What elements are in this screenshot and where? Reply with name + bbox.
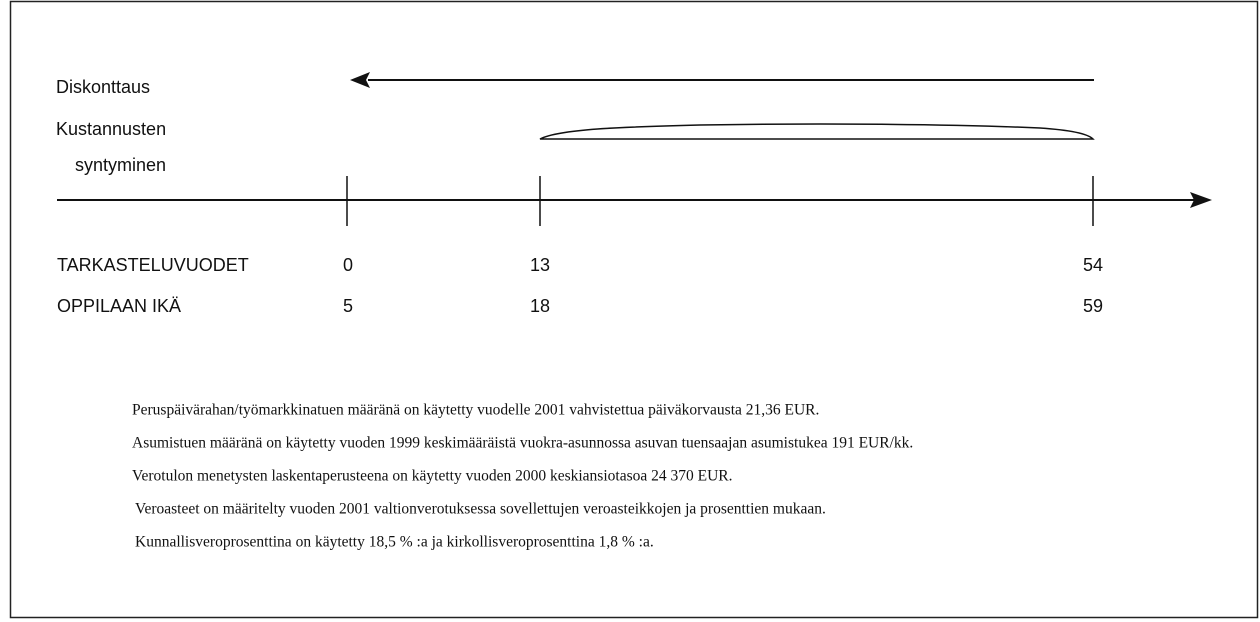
row-value: 18 [530,296,550,316]
note: Peruspäivärahan/työmarkkinatuen määränä … [132,402,819,419]
timeline-head [1190,192,1212,208]
arrow-head [350,72,370,88]
cost-shape [539,123,1095,140]
note: Verotulon menetysten laskentaperusteena … [132,468,733,485]
discounting-label: Diskonttaus [56,77,150,97]
cost-label: syntyminen [75,155,166,175]
row-value: 54 [1083,255,1103,275]
note: Veroasteet on määritelty vuoden 2001 val… [135,501,826,518]
row-label: TARKASTELUVUODET [57,255,249,275]
row-value: 59 [1083,296,1103,316]
row-value: 5 [343,296,353,316]
note: Asumistuen määränä on käytetty vuoden 19… [132,435,913,452]
row-label: OPPILAAN IKÄ [57,296,181,316]
note: Kunnallisveroprosenttina on käytetty 18,… [135,534,654,551]
cost-label: Kustannusten [56,119,166,139]
frame [9,0,1259,619]
row-value: 0 [343,255,353,275]
row-value: 13 [530,255,550,275]
